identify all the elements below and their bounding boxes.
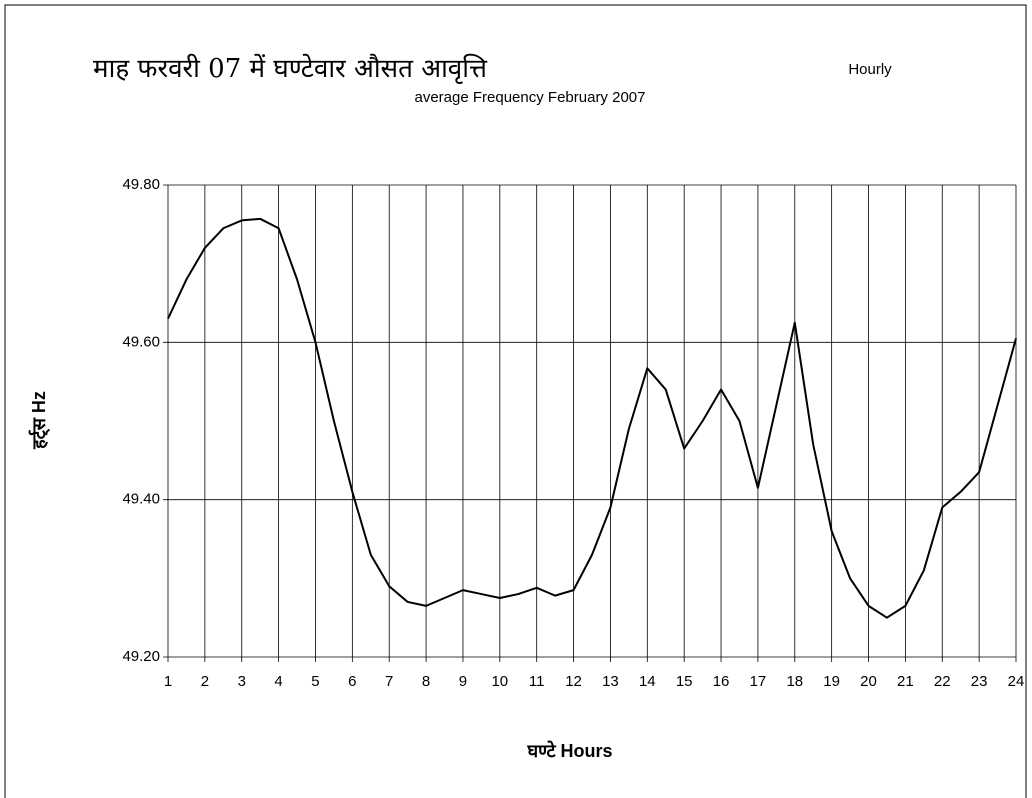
x-tick-label: 7	[385, 673, 393, 690]
x-tick-label: 5	[311, 673, 319, 690]
x-axis-label: घण्टे Hours	[526, 740, 612, 761]
x-tick-label: 14	[639, 673, 656, 690]
x-tick-label: 8	[422, 673, 430, 690]
x-tick-label: 1	[164, 673, 172, 690]
chart-title-right: Hourly	[848, 61, 892, 78]
x-tick-label: 24	[1008, 673, 1025, 690]
chart-subtitle: average Frequency February 2007	[415, 89, 646, 106]
x-tick-label: 13	[602, 673, 619, 690]
x-tick-label: 15	[676, 673, 693, 690]
x-tick-label: 9	[459, 673, 467, 690]
x-tick-label: 23	[971, 673, 988, 690]
x-tick-label: 18	[786, 673, 803, 690]
chart-title: माह फरवरी 07 में घण्टेवार औसत आवृत्ति	[93, 53, 488, 84]
x-tick-label: 17	[750, 673, 767, 690]
x-tick-label: 2	[201, 673, 209, 690]
frame	[4, 4, 1027, 798]
y-axis-label: हर्ट्स Hz	[28, 391, 51, 450]
x-tick-label: 4	[274, 673, 282, 690]
y-tick-label: 49.40	[122, 491, 160, 508]
x-tick-label: 11	[529, 673, 545, 690]
y-tick-label: 49.20	[122, 648, 160, 665]
x-tick-label: 22	[934, 673, 951, 690]
y-tick-label: 49.80	[122, 176, 160, 193]
y-tick-label: 49.60	[122, 333, 160, 350]
x-tick-label: 21	[897, 673, 914, 690]
x-tick-label: 10	[491, 673, 508, 690]
x-tick-label: 20	[860, 673, 877, 690]
x-tick-label: 16	[713, 673, 730, 690]
x-tick-label: 3	[238, 673, 246, 690]
x-tick-label: 19	[823, 673, 840, 690]
x-tick-label: 6	[348, 673, 356, 690]
data-line	[167, 217, 1017, 619]
x-tick-label: 12	[565, 673, 582, 690]
